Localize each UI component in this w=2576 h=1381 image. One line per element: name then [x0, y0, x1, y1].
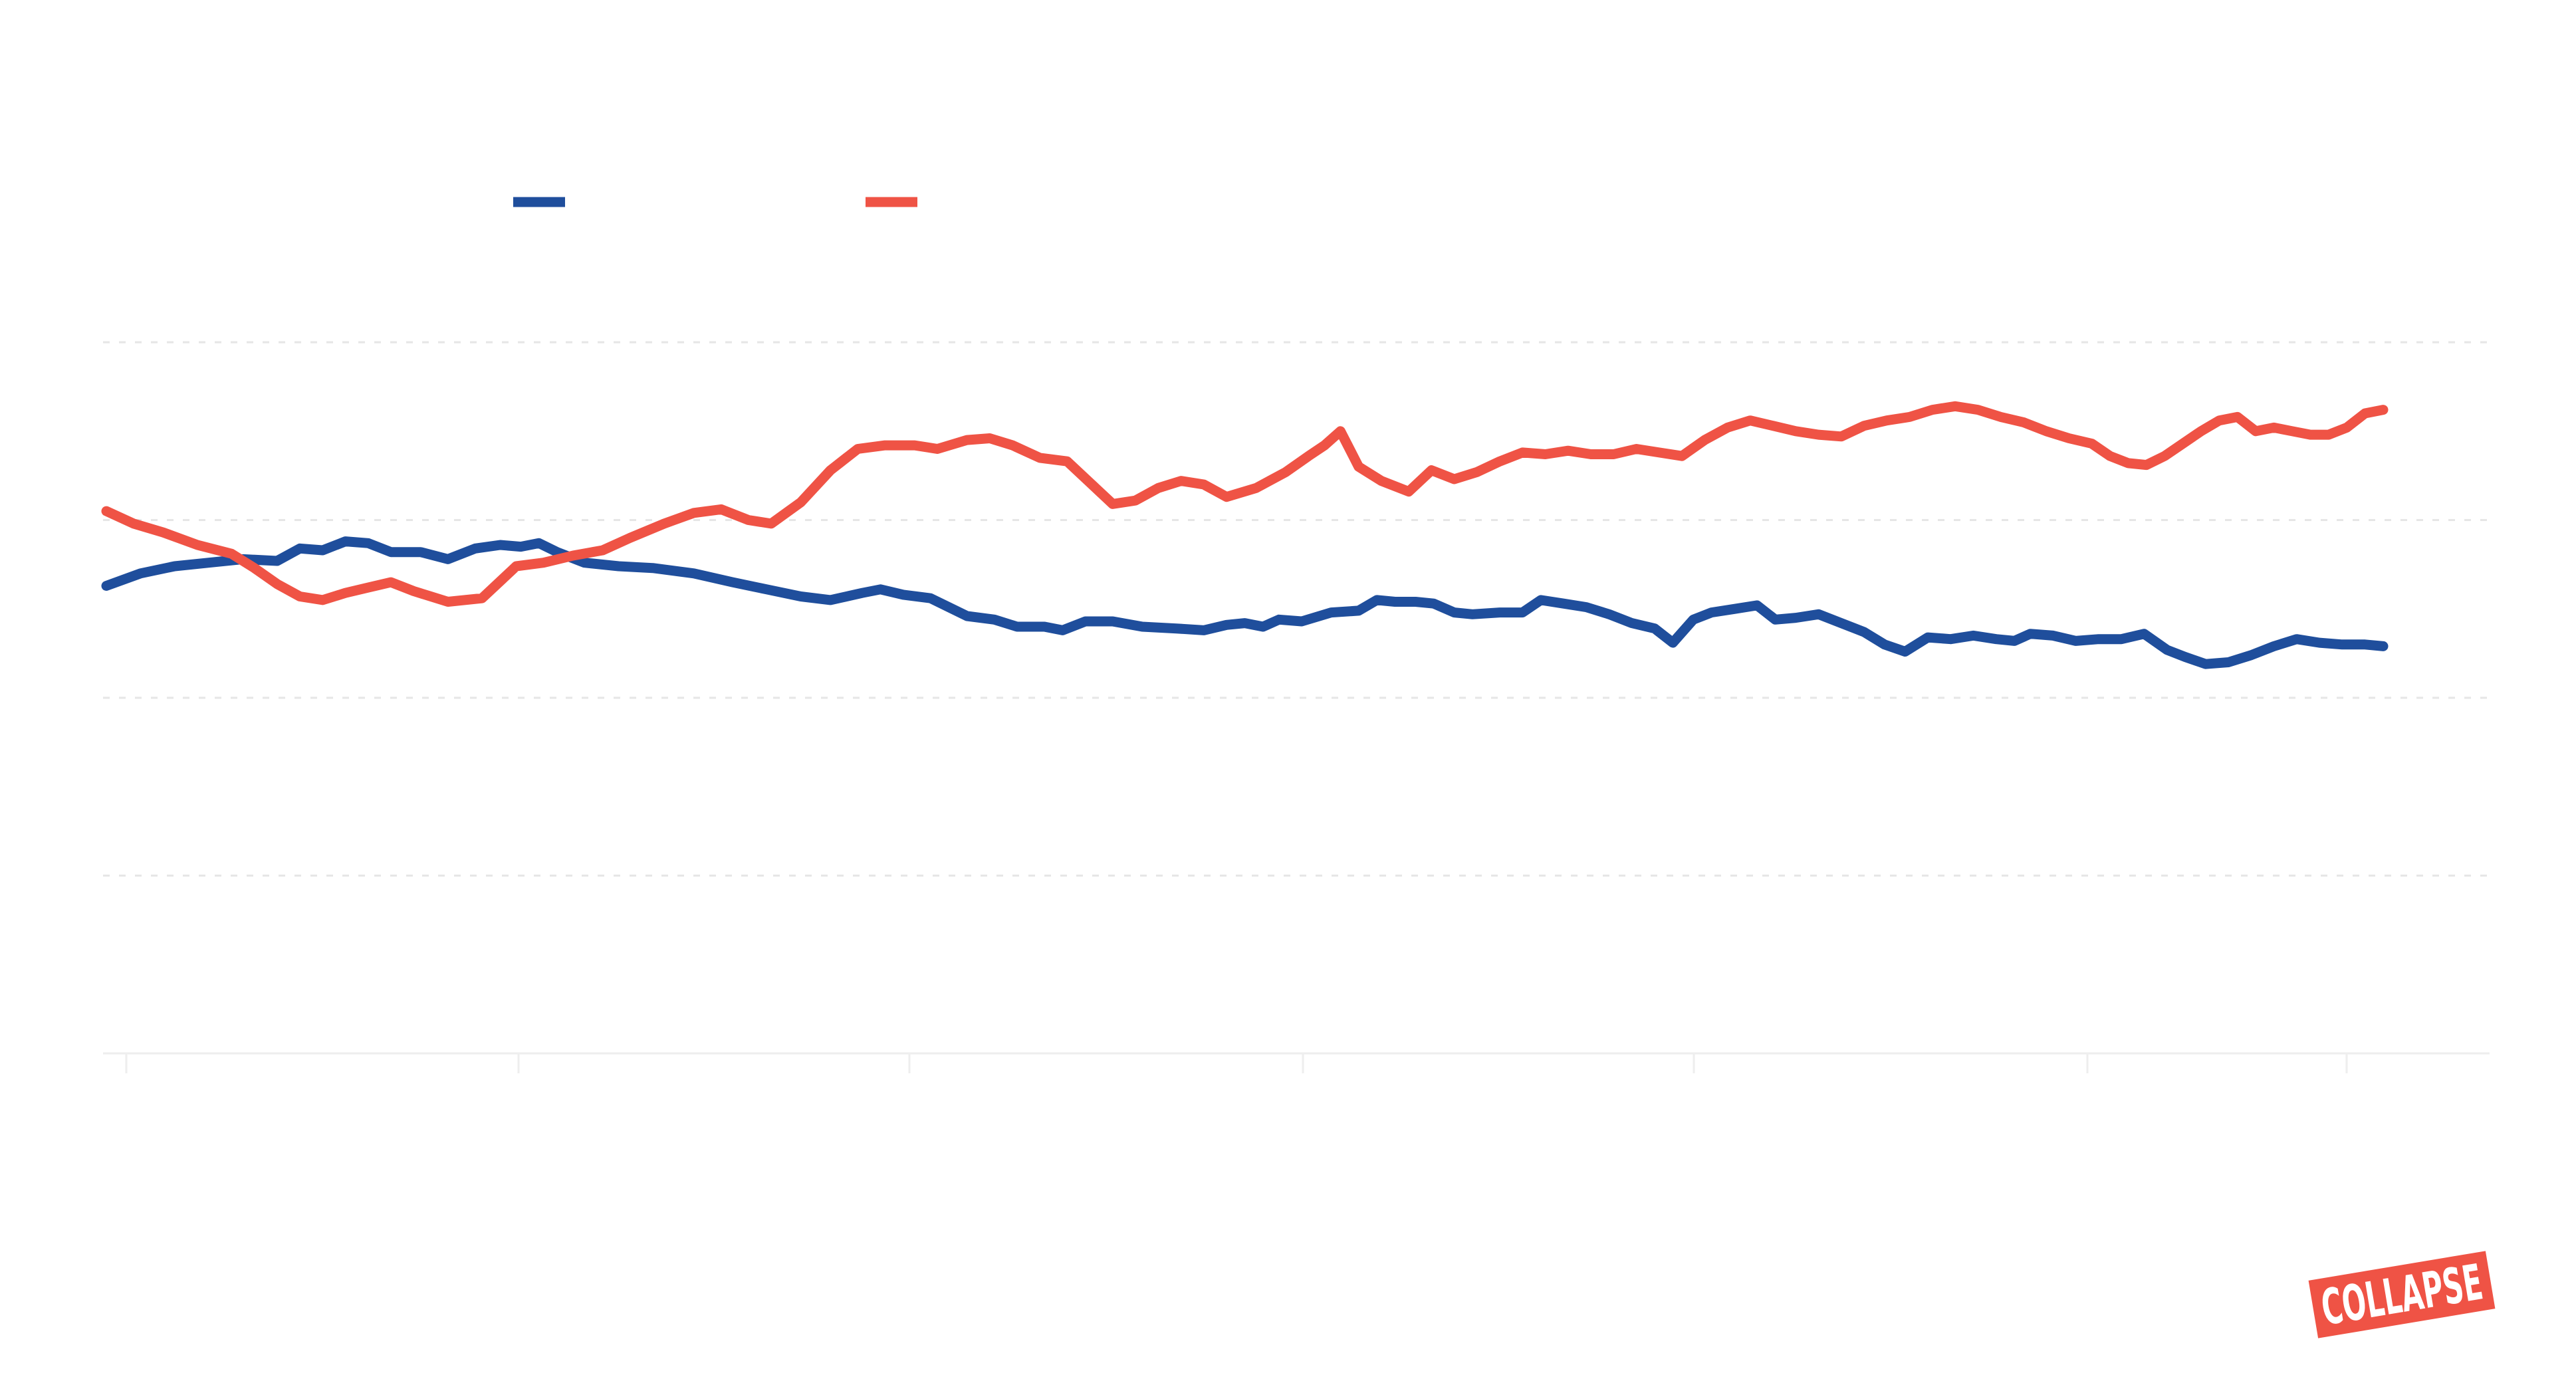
- gridlines: [103, 341, 2490, 877]
- series-line-2: [101, 401, 2389, 607]
- x-axis: [103, 1052, 2490, 1073]
- logo-badge: [2308, 1251, 2496, 1338]
- series-line-1: [101, 536, 2389, 669]
- logo-text: COLLAPSE: [2317, 1253, 2487, 1336]
- series-lines: [101, 401, 2389, 669]
- collapse-logo: COLLAPSE: [2308, 1251, 2496, 1338]
